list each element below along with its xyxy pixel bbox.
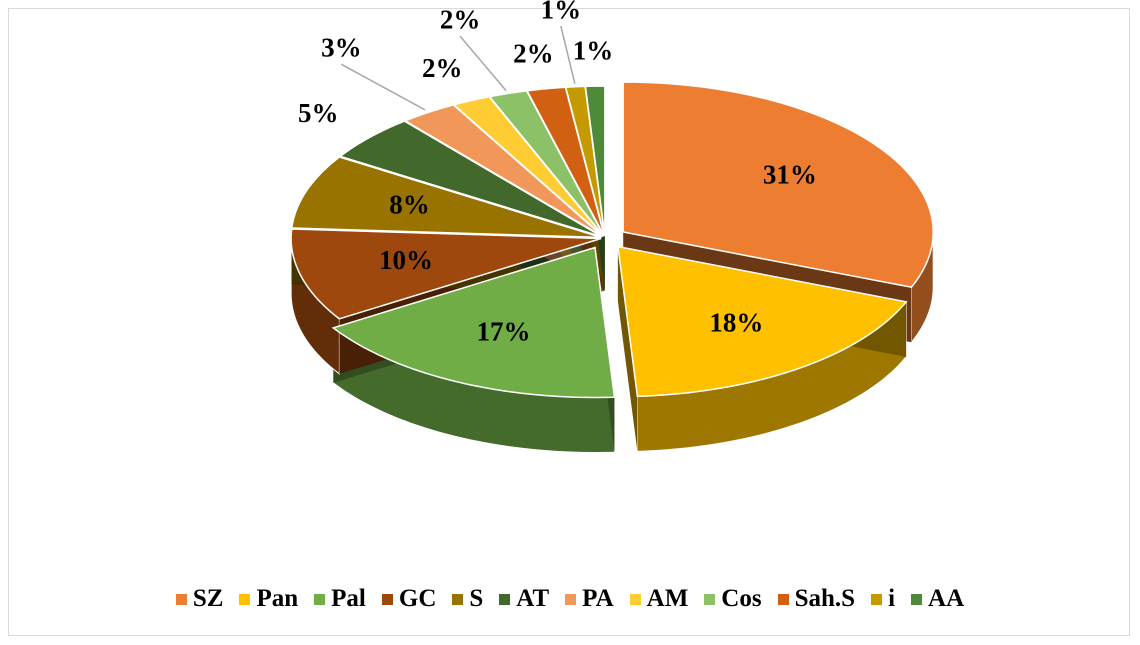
legend-item: Pal [314, 585, 366, 613]
legend-item: Pan [239, 585, 298, 613]
legend-swatch [239, 593, 251, 605]
legend-swatch [314, 593, 326, 605]
legend-label: i [888, 585, 896, 612]
legend-swatch [499, 593, 511, 605]
data-label: 1% [541, 0, 582, 24]
legend-item: i [871, 585, 895, 613]
data-label: 2% [513, 39, 554, 69]
slice [338, 120, 603, 238]
data-label: 3% [321, 33, 362, 63]
data-label: 2% [422, 53, 463, 83]
slice [331, 246, 616, 399]
legend-label: S [469, 585, 484, 612]
legend-label: PA [582, 585, 614, 612]
leader-line [341, 63, 426, 111]
legend: SZ Pan Pal GC S AT PA AM Cos Sah.S i AA [0, 585, 1140, 613]
slice [452, 95, 604, 237]
legend-item: SZ [175, 585, 224, 613]
legend-label: AA [928, 585, 965, 612]
leader-line [560, 25, 576, 84]
slice [622, 81, 934, 289]
slice [564, 85, 606, 237]
data-label: 17% [477, 317, 531, 347]
data-label: 5% [298, 98, 339, 128]
data-label: 18% [709, 308, 763, 338]
legend-label: AM [646, 585, 689, 612]
legend-swatch [871, 593, 883, 605]
slice [525, 86, 605, 237]
legend-item: PA [565, 585, 614, 613]
leader-line [459, 35, 507, 92]
slice [488, 90, 605, 237]
slice [290, 156, 602, 239]
legend-item: AA [911, 585, 964, 613]
legend-item: AT [499, 585, 549, 613]
data-label: 2% [440, 4, 481, 34]
data-label: 31% [763, 159, 817, 189]
data-label: 10% [379, 245, 433, 275]
legend-label: AT [516, 585, 550, 612]
legend-swatch [911, 593, 923, 605]
legend-item: GC [381, 585, 437, 613]
slice-wall [617, 246, 638, 452]
legend-item: AM [629, 585, 689, 613]
legend-label: Cos [721, 585, 762, 612]
legend-swatch [381, 593, 393, 605]
legend-swatch [629, 593, 641, 605]
slice [584, 85, 606, 237]
legend-swatch [704, 593, 716, 605]
slice [403, 104, 604, 238]
legend-item: S [452, 585, 483, 613]
legend-label: Pal [331, 585, 366, 612]
legend-label: SZ [192, 585, 224, 612]
slice-tops [290, 81, 934, 399]
chart-frame [8, 8, 1130, 636]
data-label: 1% [573, 35, 614, 65]
legend-swatch [175, 593, 187, 605]
legend-swatch [452, 593, 464, 605]
legend-label: GC [398, 585, 437, 612]
legend-swatch [565, 593, 577, 605]
legend-swatch [777, 593, 789, 605]
slice [617, 245, 908, 398]
legend-item: Sah.S [777, 585, 856, 613]
data-label: 8% [389, 189, 430, 219]
slice [290, 228, 602, 320]
legend-label: Pan [256, 585, 299, 612]
legend-label: Sah.S [794, 585, 856, 612]
legend-item: Cos [704, 585, 762, 613]
